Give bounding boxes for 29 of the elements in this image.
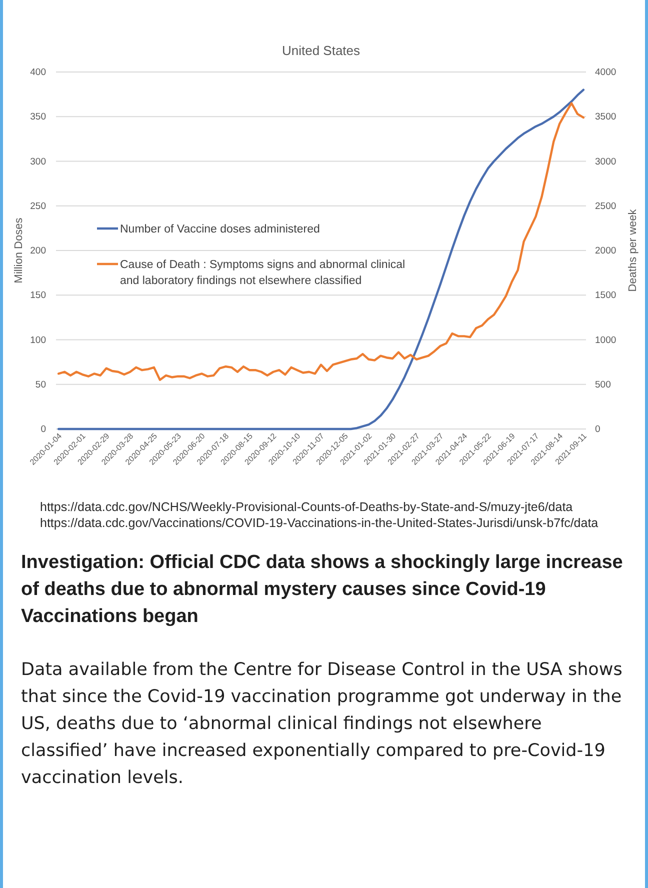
line-series [57,102,585,382]
text: Data available from the Centre for Disease Control in the USA shows that since the Covid-19 vaccination programme got underway in the US, deaths due to ‘abnormal clinical findings not elsewhere classified’ have increased exponentially compared to pre-Covid-19 vaccination levels. [21,659,624,790]
y2-tick-label: 2500 [595,200,616,212]
y-tick-label: 50 [35,379,46,390]
y-tick-label: 150 [30,290,46,302]
text: https://data.cdc.gov/NCHS/Weekly-Provisional-Counts-of-Deaths-by-State-and-S/muzy-jte6/data [39,499,574,515]
y2-tick-label: 1000 [595,334,616,346]
y-tick-label: 350 [30,112,46,123]
y-tick-label: 0 [40,424,46,436]
y2-tick-label: 3000 [595,156,616,168]
y2-tick-label: 500 [595,379,611,390]
y2-tick-label: 1500 [595,290,616,302]
line-series [57,88,585,430]
y2-axis-title: Deaths per week [627,208,639,292]
y-tick-label: 400 [30,67,46,78]
y2-tick-label: 3500 [595,112,616,123]
y-tick-label: 250 [30,200,46,212]
y-axis-title: Million Doses [13,217,25,284]
chart-title: United States [282,43,361,58]
y2-tick-label: 0 [595,424,600,436]
y2-tick-label: 2000 [595,246,616,257]
y2-tick-label: 4000 [595,67,616,78]
y-tick-label: 200 [30,246,46,257]
y-tick-label: 100 [30,334,46,346]
text: Investigation: Official CDC data shows a shockingly large increase of deaths due to abnormal mystery causes since Covid-19 Vaccinations began [21,551,624,629]
legend-label: Number of Vaccine doses administered [120,224,320,236]
y-tick-label: 300 [30,156,46,168]
legend-label: Cause of Death : Symptoms signs and abnormal clinical and laboratory findings not elsewhere classified [120,259,406,288]
text: https://data.cdc.gov/Vaccinations/COVID-19-Vaccinations-in-the-United-States-Jurisdi/unsk-b7fc/data [39,515,600,531]
